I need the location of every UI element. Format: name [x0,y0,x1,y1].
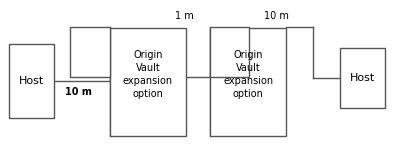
Text: Host: Host [19,76,44,86]
Text: 10 m: 10 m [264,11,289,21]
Bar [9,44,55,118]
Bar [110,28,186,136]
Text: 1 m: 1 m [175,11,194,21]
Text: 10 m: 10 m [65,87,91,97]
Text: Host: Host [350,73,375,83]
Bar [70,27,110,77]
Text: Origin
Vault
expansion
option: Origin Vault expansion option [223,50,273,99]
Bar [210,27,249,77]
Bar [210,28,286,136]
Text: Origin
Vault
expansion
option: Origin Vault expansion option [123,50,173,99]
Bar [339,48,385,108]
